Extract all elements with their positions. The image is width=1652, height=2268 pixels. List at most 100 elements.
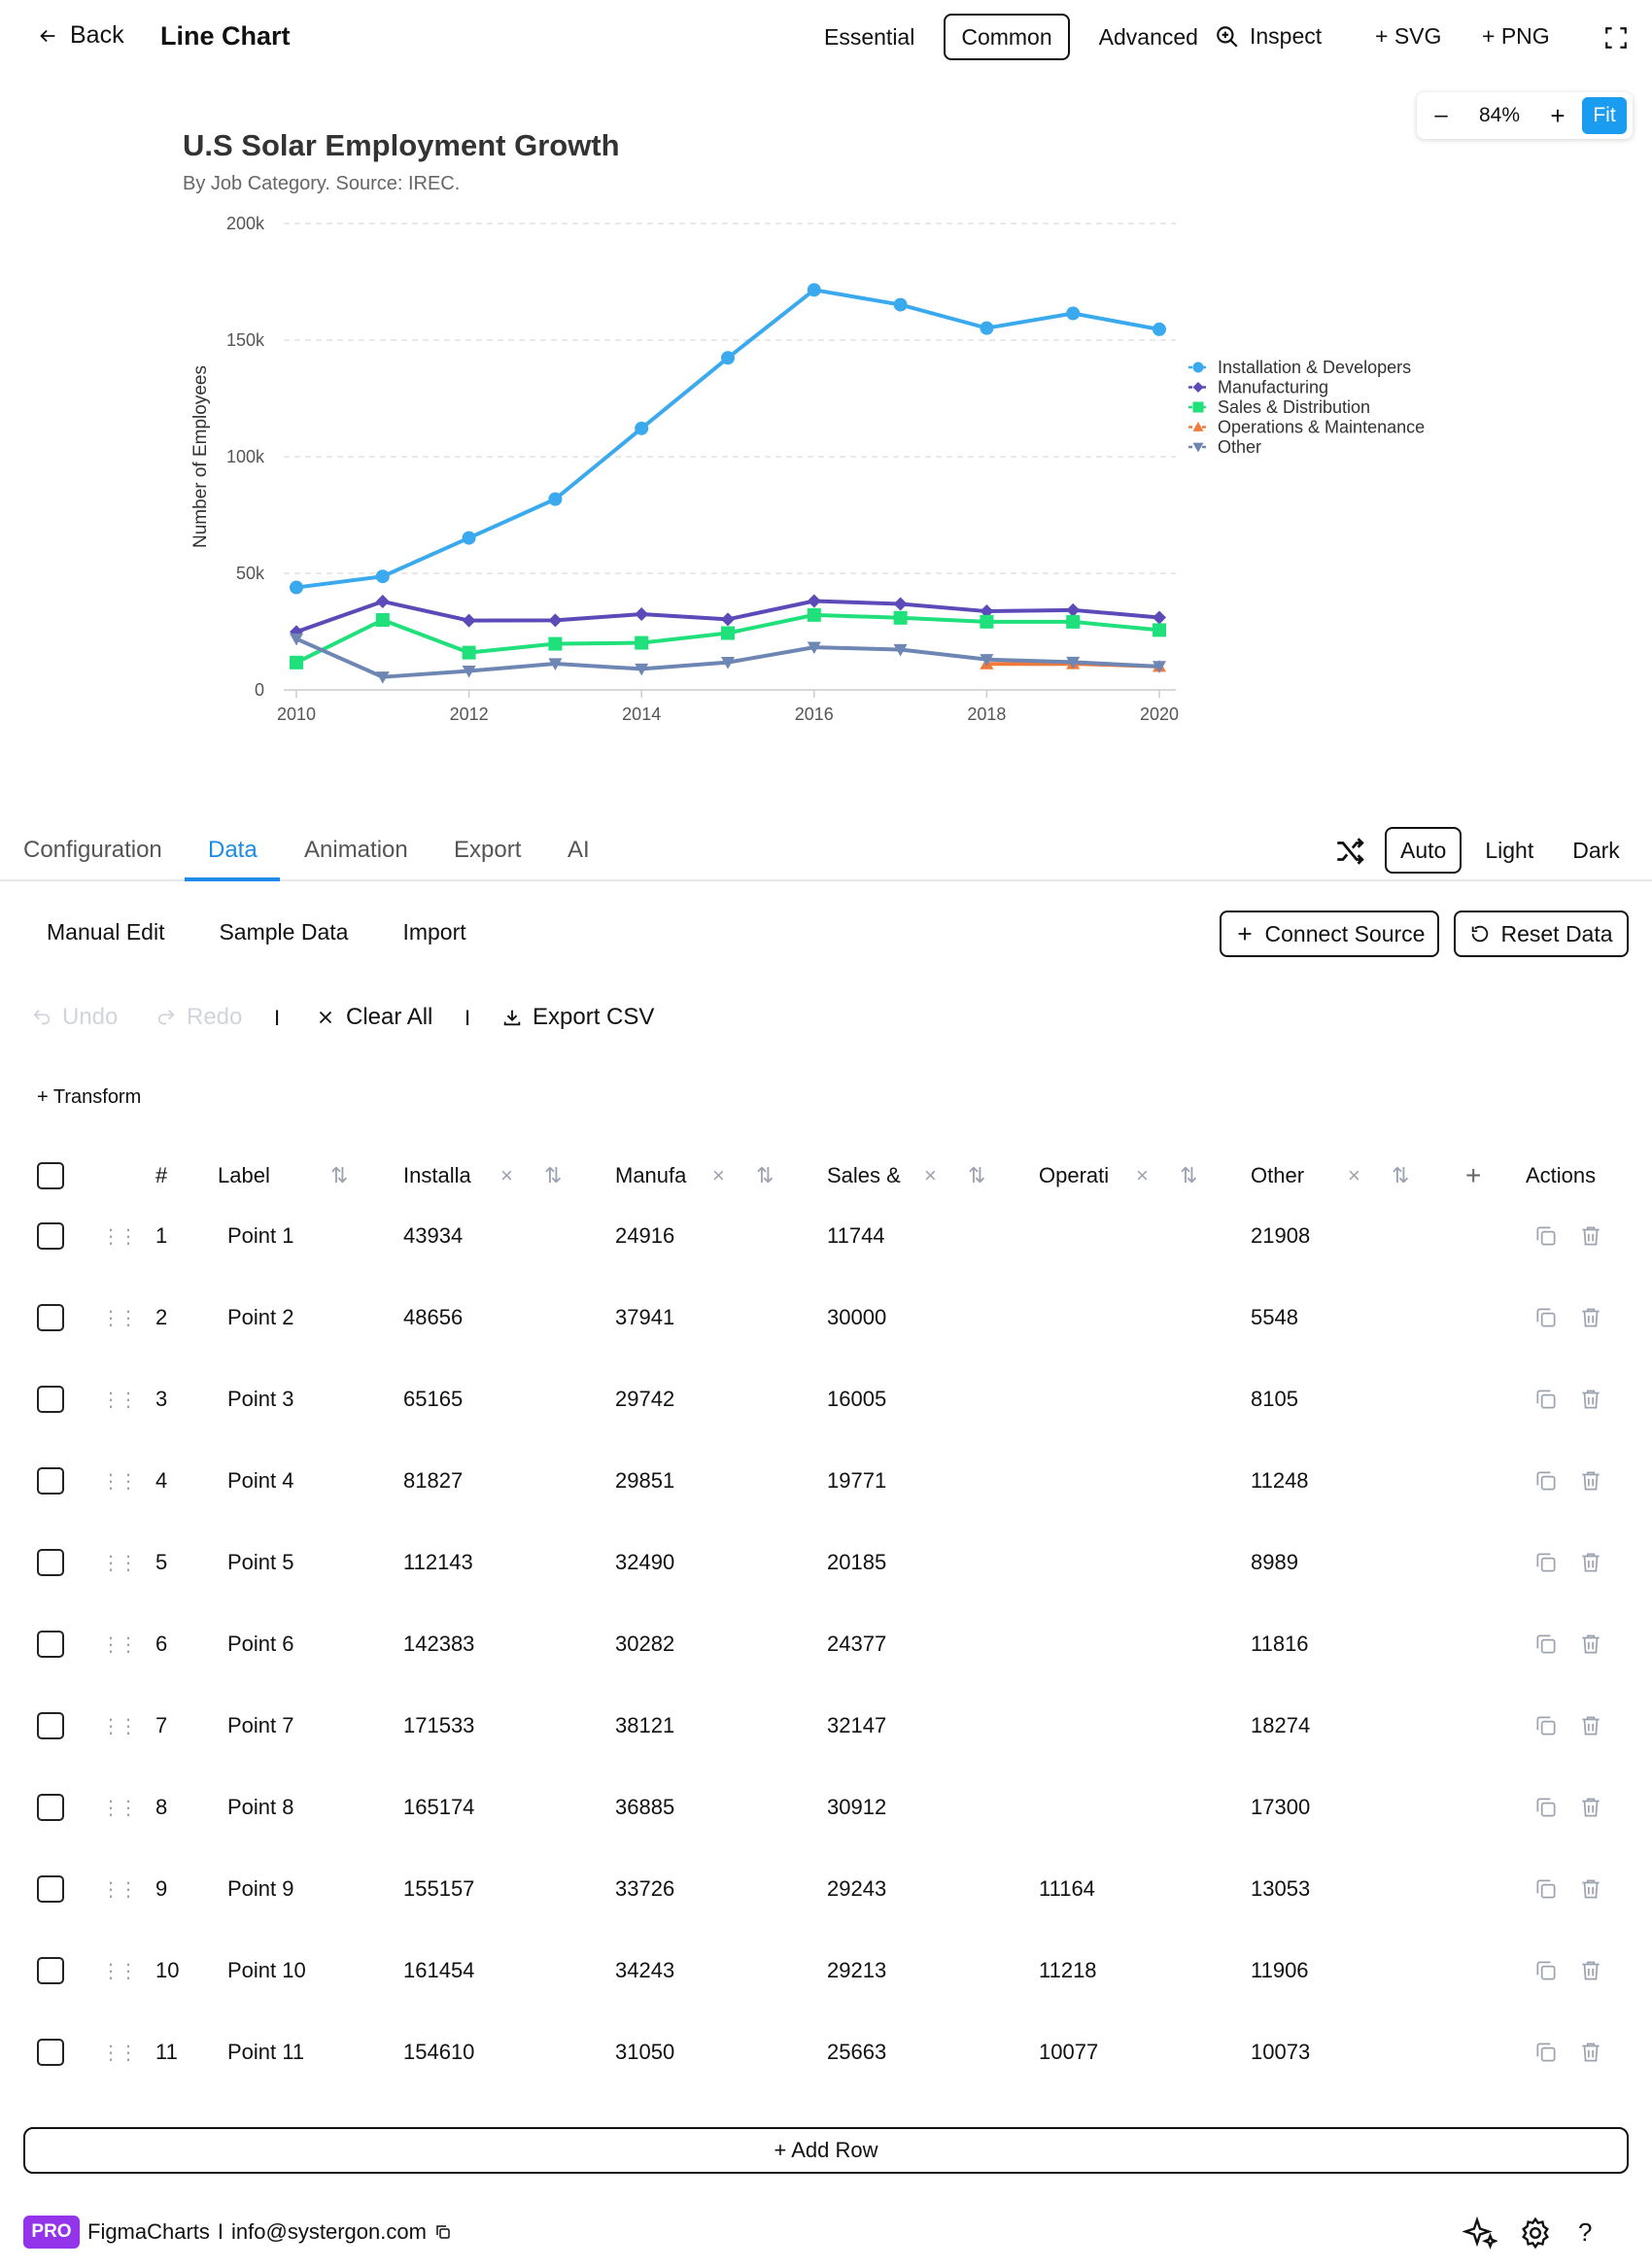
row-value-cell[interactable]: 65165 [403, 1387, 464, 1411]
row-value-cell[interactable]: 48656 [403, 1305, 464, 1329]
row-label[interactable]: Point 8 [227, 1795, 294, 1819]
drag-handle-icon[interactable]: ⋮⋮ [101, 1552, 138, 1574]
row-value-cell[interactable]: 36885 [615, 1795, 675, 1819]
row-value-cell[interactable]: 81827 [403, 1468, 464, 1493]
row-checkbox[interactable] [37, 1549, 64, 1576]
row-value-cell[interactable]: 142383 [403, 1632, 475, 1656]
row-value-cell[interactable]: 161454 [403, 1958, 475, 1982]
row-label[interactable]: Point 7 [227, 1713, 294, 1737]
row-label[interactable]: Point 5 [227, 1550, 294, 1574]
row-value-cell[interactable]: 29213 [827, 1958, 887, 1982]
row-value-cell[interactable]: 24377 [827, 1632, 887, 1656]
zoom-out-button[interactable]: – [1434, 102, 1448, 128]
row-label[interactable]: Point 6 [227, 1632, 294, 1656]
trash-icon[interactable] [1578, 1387, 1603, 1412]
row-label[interactable]: Point 11 [227, 2040, 305, 2064]
row-checkbox[interactable] [37, 1631, 64, 1658]
add-column-button[interactable]: + [1465, 1160, 1482, 1190]
remove-column-icon[interactable]: × [1348, 1163, 1360, 1187]
row-checkbox[interactable] [37, 1386, 64, 1413]
mode-advanced[interactable]: Advanced [1098, 24, 1198, 50]
drag-handle-icon[interactable]: ⋮⋮ [101, 1633, 138, 1656]
trash-icon[interactable] [1578, 1468, 1603, 1494]
duplicate-icon[interactable] [1533, 1713, 1559, 1738]
copy-icon[interactable] [434, 2223, 452, 2241]
row-value-cell[interactable]: 16005 [827, 1387, 887, 1411]
row-value-cell[interactable]: 10077 [1039, 2040, 1099, 2064]
row-checkbox[interactable] [37, 2039, 64, 2066]
row-value-cell[interactable]: 8105 [1251, 1387, 1298, 1411]
trash-icon[interactable] [1578, 1550, 1603, 1575]
remove-column-icon[interactable]: × [1136, 1163, 1149, 1187]
row-value-cell[interactable]: 29851 [615, 1468, 675, 1493]
drag-handle-icon[interactable]: ⋮⋮ [101, 1307, 138, 1329]
duplicate-icon[interactable] [1533, 1958, 1559, 1983]
header-col-other[interactable]: Other [1251, 1163, 1305, 1187]
tab-ai[interactable]: AI [568, 837, 590, 863]
shuffle-icon[interactable] [1333, 835, 1366, 868]
row-value-cell[interactable]: 24916 [615, 1223, 675, 1248]
tab-data[interactable]: Data [208, 837, 258, 863]
row-value-cell[interactable]: 19771 [827, 1468, 887, 1493]
remove-column-icon[interactable]: × [500, 1163, 513, 1187]
trash-icon[interactable] [1578, 1713, 1603, 1738]
inspect-button[interactable]: Inspect [1215, 23, 1322, 50]
row-value-cell[interactable]: 32490 [615, 1550, 675, 1574]
duplicate-icon[interactable] [1533, 1550, 1559, 1575]
duplicate-icon[interactable] [1533, 2040, 1559, 2065]
theme-light[interactable]: Light [1485, 838, 1534, 863]
row-value-cell[interactable]: 165174 [403, 1795, 475, 1819]
trash-icon[interactable] [1578, 1305, 1603, 1330]
row-value-cell[interactable]: 11248 [1251, 1468, 1309, 1493]
undo-button[interactable]: Undo [31, 1004, 118, 1031]
row-checkbox[interactable] [37, 1712, 64, 1739]
export-csv-button[interactable]: Export CSV [501, 1004, 654, 1031]
reset-data-button[interactable]: Reset Data [1454, 911, 1629, 957]
row-value-cell[interactable]: 30282 [615, 1632, 675, 1656]
row-value-cell[interactable]: 21908 [1251, 1223, 1311, 1248]
row-value-cell[interactable]: 13053 [1251, 1876, 1311, 1901]
duplicate-icon[interactable] [1533, 1468, 1559, 1494]
row-value-cell[interactable]: 10073 [1251, 2040, 1311, 2064]
clear-all-button[interactable]: Clear All [315, 1004, 432, 1031]
header-col-sales[interactable]: Sales & [827, 1163, 901, 1187]
drag-handle-icon[interactable]: ⋮⋮ [101, 1225, 138, 1248]
row-checkbox[interactable] [37, 1794, 64, 1821]
duplicate-icon[interactable] [1533, 1387, 1559, 1412]
row-checkbox[interactable] [37, 1875, 64, 1903]
row-checkbox[interactable] [37, 1957, 64, 1984]
sort-column-icon[interactable]: ⇅ [968, 1163, 986, 1187]
row-value-cell[interactable]: 8989 [1251, 1550, 1298, 1574]
row-value-cell[interactable]: 11906 [1251, 1958, 1309, 1982]
row-value-cell[interactable]: 18274 [1251, 1713, 1311, 1737]
contact-email[interactable]: info@systergon.com [231, 2219, 427, 2244]
row-value-cell[interactable]: 155157 [403, 1876, 475, 1901]
drag-handle-icon[interactable]: ⋮⋮ [101, 2042, 138, 2064]
row-value-cell[interactable]: 5548 [1251, 1305, 1298, 1329]
add-svg-button[interactable]: + SVG [1375, 23, 1442, 49]
trash-icon[interactable] [1578, 2040, 1603, 2065]
drag-handle-icon[interactable]: ⋮⋮ [101, 1960, 138, 1982]
row-value-cell[interactable]: 32147 [827, 1713, 887, 1737]
sort-label-icon[interactable]: ⇅ [330, 1163, 349, 1187]
row-label[interactable]: Point 3 [227, 1387, 294, 1411]
row-value-cell[interactable]: 29243 [827, 1876, 887, 1901]
drag-handle-icon[interactable]: ⋮⋮ [101, 1797, 138, 1819]
subtab-sample-data[interactable]: Sample Data [219, 919, 349, 945]
row-label[interactable]: Point 2 [227, 1305, 294, 1329]
trash-icon[interactable] [1578, 1223, 1603, 1249]
trash-icon[interactable] [1578, 1958, 1603, 1983]
drag-handle-icon[interactable]: ⋮⋮ [101, 1470, 138, 1493]
row-value-cell[interactable]: 37941 [615, 1305, 675, 1329]
trash-icon[interactable] [1578, 1795, 1603, 1820]
drag-handle-icon[interactable]: ⋮⋮ [101, 1715, 138, 1737]
row-value-cell[interactable]: 17300 [1251, 1795, 1311, 1819]
mode-common[interactable]: Common [944, 14, 1070, 60]
sort-column-icon[interactable]: ⇅ [1392, 1163, 1410, 1187]
row-value-cell[interactable]: 112143 [403, 1550, 473, 1574]
row-value-cell[interactable]: 33726 [615, 1876, 675, 1901]
sort-column-icon[interactable]: ⇅ [544, 1163, 563, 1187]
row-value-cell[interactable]: 171533 [403, 1713, 475, 1737]
tab-configuration[interactable]: Configuration [23, 837, 162, 863]
select-all-checkbox[interactable] [37, 1162, 64, 1189]
